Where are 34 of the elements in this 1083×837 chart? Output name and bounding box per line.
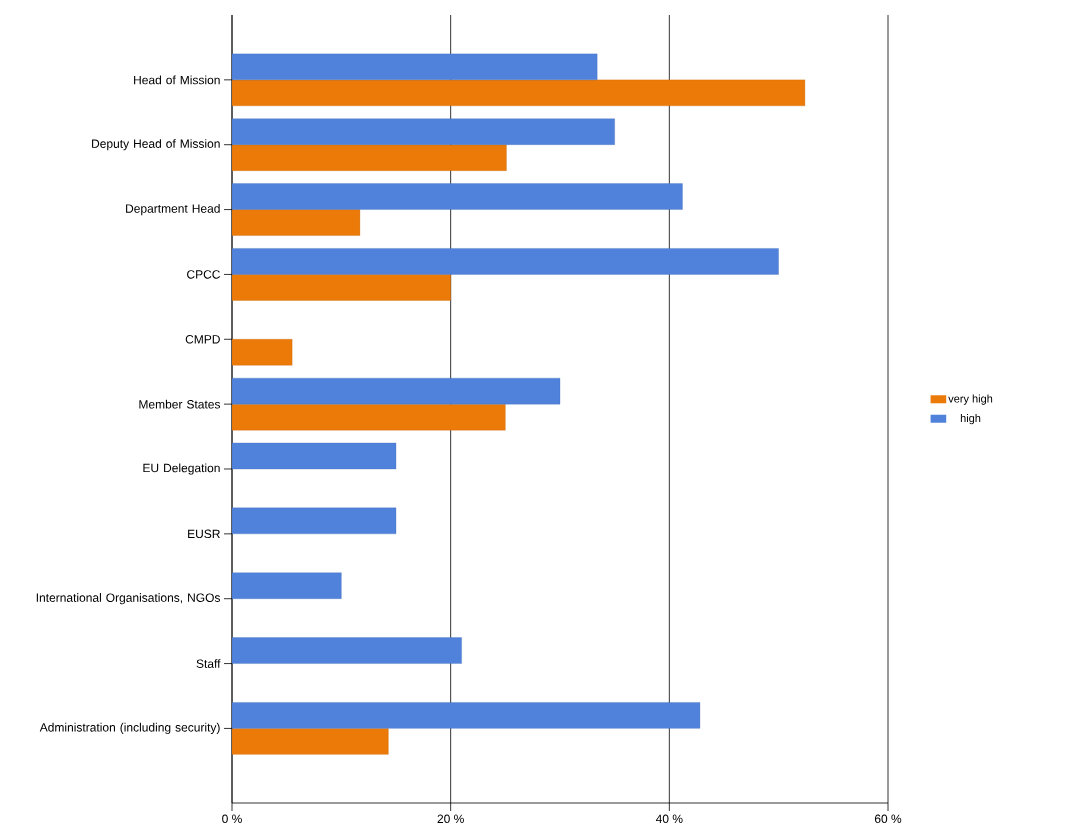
- y-tick-label: CMPD: [185, 335, 220, 344]
- bar: [232, 248, 779, 275]
- y-tick-label: Staff: [196, 659, 221, 668]
- bar: [232, 637, 462, 664]
- y-tick-label: International Organisations, NGOs: [36, 593, 221, 605]
- x-tick-label: 60 %: [874, 814, 902, 824]
- y-tick-label: Deputy Head of Mission: [92, 139, 220, 151]
- legend-label: very high: [948, 394, 993, 405]
- y-tick-label: Member States: [139, 399, 221, 409]
- bar: [232, 442, 397, 470]
- bar: [232, 377, 561, 405]
- bar: [232, 507, 397, 534]
- bar: [232, 274, 451, 301]
- x-tick-label: 40 %: [655, 814, 683, 824]
- y-tick-label: EUSR: [188, 529, 220, 539]
- y-tick-label: Administration (including security): [39, 722, 220, 735]
- bar: [232, 702, 701, 729]
- y-tick-label: Head of Mission: [134, 75, 220, 85]
- bar: [232, 572, 342, 599]
- bar: [232, 79, 806, 106]
- bar: [232, 183, 683, 210]
- bar: [232, 339, 293, 366]
- bar: [232, 144, 507, 171]
- y-tick-label: Department Head: [126, 203, 220, 216]
- bar: [232, 118, 615, 145]
- x-tick-label: 0 %: [222, 814, 242, 824]
- y-tick-label: EU Delegation: [143, 463, 220, 475]
- x-tick-label: 20 %: [437, 814, 464, 824]
- bar: [232, 53, 598, 80]
- legend-label: high: [960, 414, 981, 425]
- bar: [232, 403, 506, 431]
- bar: [232, 728, 389, 755]
- bar: [232, 209, 361, 236]
- y-tick-label: CPCC: [187, 270, 220, 279]
